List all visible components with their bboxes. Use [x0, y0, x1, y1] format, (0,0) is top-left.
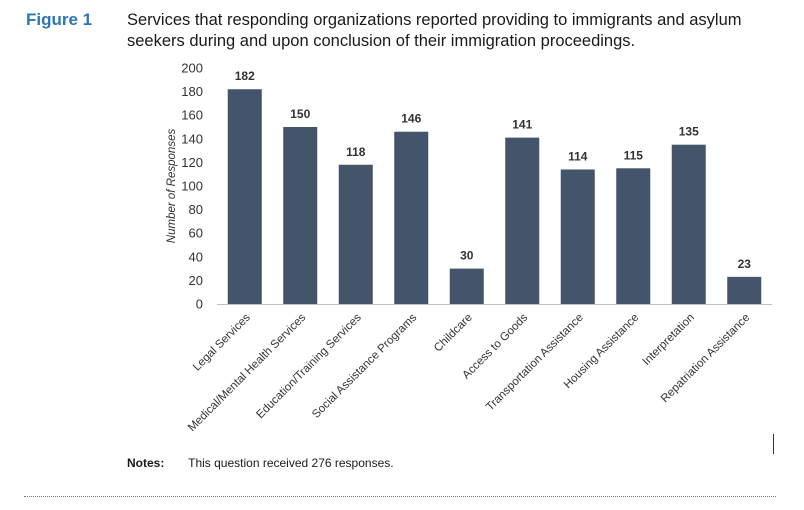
y-tick-label: 160	[181, 108, 203, 123]
bar	[283, 127, 318, 304]
y-tick-label: 40	[189, 249, 203, 264]
data-label: 114	[568, 149, 588, 163]
bar-chart: 0 20 40 60 80 100 120 140 160 180 200 Number of Res…	[166, 61, 772, 434]
data-label: 30	[460, 249, 474, 263]
y-tick-label: 0	[196, 297, 203, 312]
y-axis-label: Number of Responses	[166, 129, 178, 244]
data-label: 135	[679, 125, 699, 139]
y-tick-label: 100	[181, 179, 203, 194]
data-label: 141	[512, 118, 532, 132]
dotted-divider	[24, 496, 776, 497]
x-tick-label: Medical/Mental Health Services	[186, 311, 309, 434]
data-label: 115	[624, 148, 644, 162]
notes-text: This question received 276 responses.	[188, 456, 394, 470]
bar	[671, 144, 706, 304]
bar	[394, 131, 429, 304]
figure-label: Figure 1	[26, 10, 93, 29]
x-tick-label: Education/Training Services	[254, 311, 364, 421]
data-label: 23	[738, 257, 752, 271]
data-label: 182	[235, 69, 255, 83]
y-tick-label: 80	[189, 202, 203, 217]
x-tick-label: Transportation Assistance	[484, 312, 586, 414]
x-tick-label: Childcare	[432, 312, 475, 355]
bar	[616, 168, 651, 304]
y-tick-label: 20	[189, 273, 203, 288]
y-tick-label: 60	[189, 226, 203, 241]
data-label: 146	[401, 112, 421, 126]
bar	[505, 137, 540, 304]
bar	[449, 268, 484, 304]
y-tick-label: 180	[181, 84, 203, 99]
bar	[227, 89, 262, 305]
bar	[727, 276, 762, 304]
figure-title: Services that responding organizations r…	[127, 11, 742, 50]
data-label: 150	[290, 107, 310, 121]
notes-label: Notes:	[127, 456, 165, 470]
data-label: 118	[346, 145, 366, 159]
y-tick-label: 140	[181, 131, 203, 146]
x-tick-label: Legal Services	[191, 311, 253, 373]
x-tick-label: Social Assistance Programs	[310, 311, 419, 420]
x-tick-label: Repatriation Assistance	[659, 312, 752, 405]
bar	[338, 164, 373, 304]
y-tick-label: 120	[181, 155, 203, 170]
x-tick-label: Interpretation	[640, 312, 696, 368]
bar	[560, 169, 595, 304]
notes: Notes: This question received 276 respon…	[127, 456, 394, 470]
y-tick-label: 200	[181, 61, 203, 76]
vertical-marker	[773, 434, 774, 454]
